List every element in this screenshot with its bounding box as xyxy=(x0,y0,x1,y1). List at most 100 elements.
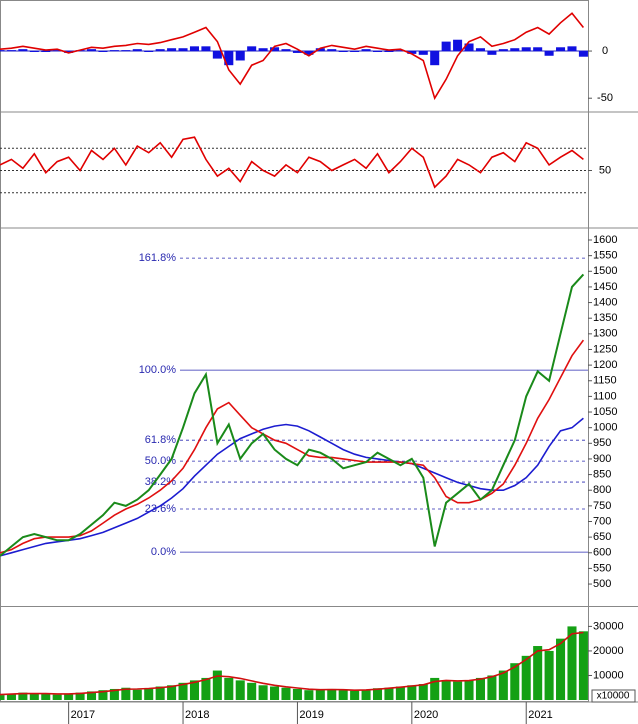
y-tick-label: 1500 xyxy=(593,265,617,277)
volume-bar xyxy=(510,663,520,700)
histogram-bar xyxy=(544,51,554,56)
x-tick-label: 2020 xyxy=(414,709,438,721)
volume-bar xyxy=(29,693,39,700)
histogram-bar xyxy=(395,50,405,52)
y-tick-label: 1100 xyxy=(593,390,617,402)
y-tick-label: 750 xyxy=(593,500,611,512)
volume-bar xyxy=(327,688,337,700)
y-tick-label: 1250 xyxy=(593,343,617,355)
volume-bar xyxy=(475,677,485,700)
volume-bar xyxy=(212,670,222,700)
volume-bar xyxy=(98,690,108,700)
volume-bar xyxy=(109,688,119,700)
volume-bar xyxy=(418,684,428,700)
x-tick-label: 2021 xyxy=(528,709,552,721)
volume-bar xyxy=(132,689,142,700)
histogram-bar xyxy=(212,51,222,59)
volume-bar xyxy=(361,689,371,700)
histogram-bar xyxy=(304,51,314,55)
volume-bar xyxy=(350,690,360,700)
volume-bar xyxy=(144,688,154,700)
histogram-bar xyxy=(64,51,74,53)
y-tick-label: 600 xyxy=(593,547,611,559)
histogram-bar xyxy=(109,50,119,52)
histogram-bar xyxy=(167,48,177,52)
y-tick-label: 900 xyxy=(593,453,611,465)
histogram-bar xyxy=(384,51,394,52)
y-tick-label: 550 xyxy=(593,562,611,574)
histogram-bar xyxy=(567,46,577,52)
histogram-bar xyxy=(372,51,383,52)
volume-bar xyxy=(384,687,394,700)
volume-bar xyxy=(292,688,302,700)
unit-box xyxy=(591,689,636,703)
y-tick-label: 30000 xyxy=(593,620,624,632)
fib-label: 0.0% xyxy=(151,546,176,558)
fib-label: 23.6% xyxy=(145,503,176,515)
volume-bar xyxy=(453,681,463,700)
histogram-bar xyxy=(578,51,588,57)
histogram-bar xyxy=(178,48,188,52)
y-tick-label: 800 xyxy=(593,484,611,496)
y-tick-label: -50 xyxy=(597,92,613,104)
volume-bar xyxy=(315,689,325,700)
volume-bar xyxy=(304,690,314,700)
histogram-bar xyxy=(6,50,16,52)
volume-bar xyxy=(281,687,291,700)
histogram-bar xyxy=(258,48,268,52)
histogram-bar xyxy=(361,49,371,52)
y-tick-label: 1550 xyxy=(593,250,617,262)
volume-bar xyxy=(441,680,451,700)
y-tick-label: 950 xyxy=(593,437,611,449)
unit-label: x10000 xyxy=(597,691,630,702)
histogram-bar xyxy=(144,51,154,52)
histogram-bar xyxy=(132,49,142,52)
histogram-bar xyxy=(510,48,520,52)
series-line xyxy=(0,417,584,557)
histogram-bar xyxy=(247,46,257,52)
histogram-bar xyxy=(533,47,543,52)
histogram-bar xyxy=(224,51,234,66)
histogram-bar xyxy=(29,51,39,52)
y-tick-label: 1000 xyxy=(593,422,617,434)
histogram-bar xyxy=(338,51,348,52)
volume-bar xyxy=(18,692,28,700)
volume-bar xyxy=(430,677,440,700)
volume-bar xyxy=(395,686,405,700)
y-tick-label: 1050 xyxy=(593,406,617,418)
histogram-bar xyxy=(487,51,497,55)
volume-bar xyxy=(521,655,531,700)
volume-bar xyxy=(0,695,5,700)
volume-bar xyxy=(235,680,245,700)
y-tick-label: 0 xyxy=(602,45,608,57)
volume-bar xyxy=(270,686,280,700)
histogram-bar xyxy=(475,48,485,52)
y-tick-label: 1600 xyxy=(593,234,617,246)
histogram-bar xyxy=(189,46,199,52)
histogram-bar xyxy=(315,48,325,52)
volume-bar xyxy=(498,670,508,700)
histogram-bar xyxy=(350,51,360,52)
fib-label: 100.0% xyxy=(139,364,177,376)
fib-label: 161.8% xyxy=(139,252,177,264)
volume-bar xyxy=(189,680,199,700)
histogram-bar xyxy=(281,49,291,52)
fib-label: 61.8% xyxy=(145,434,176,446)
x-tick-label: 2017 xyxy=(71,709,95,721)
volume-bar xyxy=(75,692,85,700)
volume-bar xyxy=(544,650,554,700)
histogram-bar xyxy=(121,50,131,52)
volume-bar xyxy=(372,688,383,700)
histogram-bar xyxy=(407,51,417,54)
y-tick-label: 850 xyxy=(593,468,611,480)
histogram-bar xyxy=(98,51,108,52)
series-line xyxy=(0,136,584,189)
fib-label: 38.2% xyxy=(145,476,176,488)
y-tick-label: 500 xyxy=(593,578,611,590)
histogram-bar xyxy=(521,47,531,52)
y-tick-label: 50 xyxy=(599,164,611,176)
y-tick-label: 10000 xyxy=(593,669,624,681)
histogram-bar xyxy=(327,49,337,52)
volume-bar xyxy=(338,690,348,700)
